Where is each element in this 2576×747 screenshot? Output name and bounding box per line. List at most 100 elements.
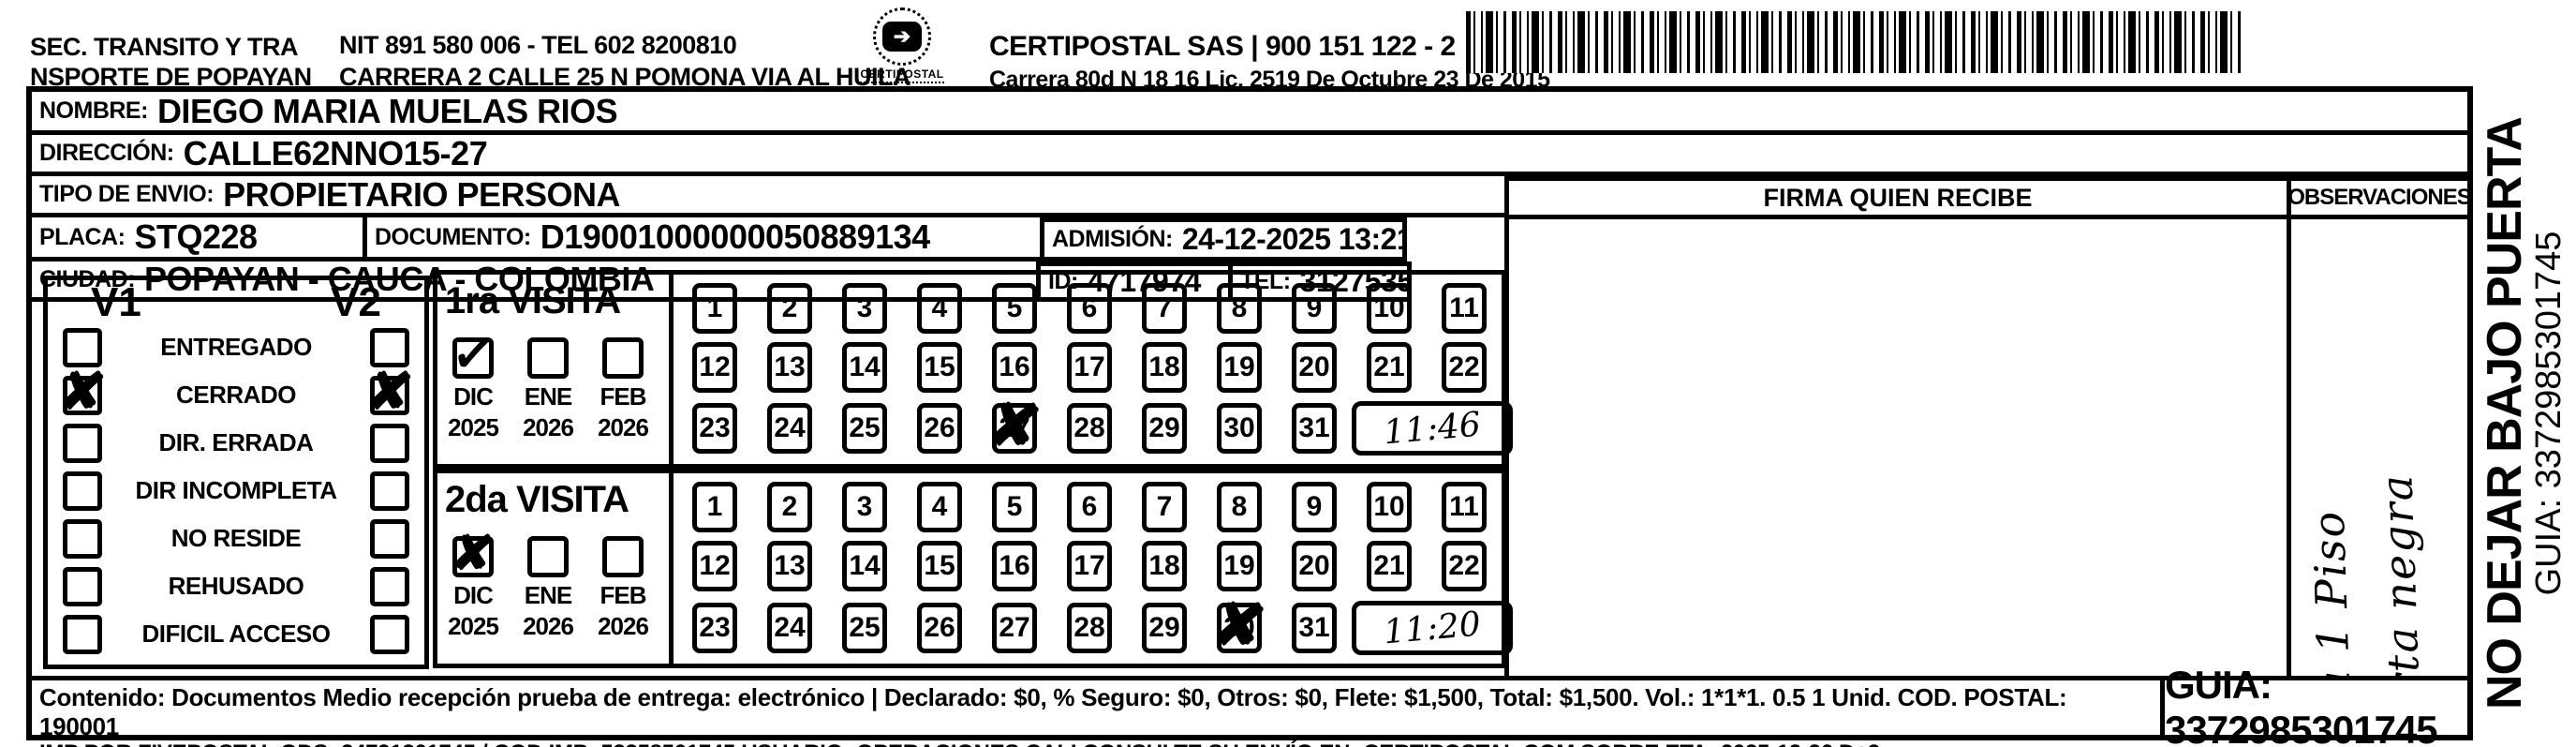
month-option: ENE 2026 bbox=[520, 337, 576, 441]
company-name: CERTIPOSTAL SAS | 900 151 122 - 2 bbox=[989, 31, 1456, 62]
day-slot: 27 bbox=[977, 603, 1052, 654]
v1-checkbox bbox=[63, 423, 102, 463]
day-slot: 1 bbox=[677, 481, 752, 532]
status-panel: V1 V2 ENTREGADO ✘ CERRADO ✘ DIR. ERRADA DIR I… bbox=[43, 276, 429, 669]
day-slot: 19 bbox=[1202, 341, 1277, 393]
day-18: 18 bbox=[1142, 541, 1187, 592]
month-option: ✘ DIC 2025 bbox=[445, 524, 501, 640]
day-28: 28 bbox=[1067, 403, 1112, 455]
day-slot: 19 bbox=[1202, 541, 1277, 592]
month-check-mark: ✘ bbox=[449, 523, 497, 584]
day-slot: 24 bbox=[752, 403, 827, 455]
day-5: 5 bbox=[992, 282, 1037, 334]
day-13: 13 bbox=[767, 341, 812, 393]
day-14: 14 bbox=[842, 341, 887, 393]
side-note: NO DEJAR BAJO PUERTA GUIA: 3372985301745 bbox=[2478, 86, 2576, 740]
footer-strip: Contenido: Documentos Medio recepción pr… bbox=[32, 663, 2467, 747]
v2-checkbox: ✘ bbox=[363, 359, 415, 425]
observaciones-line2: Puerta negra bbox=[2370, 471, 2433, 676]
day-3: 3 bbox=[842, 481, 887, 532]
day-10: 10 bbox=[1367, 282, 1412, 334]
day-26: 26 bbox=[917, 603, 962, 654]
month-year: 2026 bbox=[598, 413, 649, 442]
day-slot: 28 bbox=[1052, 403, 1127, 455]
day-slot: 5 bbox=[977, 282, 1052, 334]
day-17: 17 bbox=[1067, 541, 1112, 592]
day-3: 3 bbox=[842, 282, 887, 334]
form-table: NOMBRE: DIEGO MARIA MUELAS RIOS DIRECCIÓ… bbox=[26, 86, 2473, 747]
day-slot: 15 bbox=[902, 341, 977, 393]
day-slot: 28 bbox=[1052, 603, 1127, 654]
day-slot: 9 bbox=[1277, 282, 1352, 334]
v2-checkbox bbox=[370, 614, 409, 654]
admision-value: 24-12-2025 13:21:17 bbox=[1181, 222, 1402, 256]
month-year: 2025 bbox=[448, 413, 499, 442]
month-option: ENE 2026 bbox=[520, 536, 576, 639]
day-slot: 13 bbox=[752, 341, 827, 393]
visit-calendar: 1 2 3 4 5 6 7 8 9 10 11 12 13 14 15 16 17 18 19 20 21 22 23 24 2… bbox=[674, 275, 1524, 464]
day-15: 15 bbox=[917, 541, 962, 592]
day-slot: 18 bbox=[1127, 341, 1202, 393]
day-19: 19 bbox=[1217, 541, 1262, 592]
day-24: 24 bbox=[767, 603, 812, 654]
status-row: ENTREGADO bbox=[63, 323, 409, 371]
firma-signature-area bbox=[1504, 219, 2291, 676]
day-slot: 16 bbox=[977, 341, 1052, 393]
visit-title: 1ra VISITA bbox=[445, 280, 621, 321]
day-slot: 22 bbox=[1427, 341, 1502, 393]
day-slot: 16 bbox=[977, 541, 1052, 592]
status-option-label: DIR. ERRADA bbox=[158, 428, 314, 456]
v1-checkbox bbox=[63, 566, 102, 606]
day-12: 12 bbox=[692, 341, 737, 393]
month-option: ✓ DIC 2025 bbox=[445, 325, 501, 442]
day-5: 5 bbox=[992, 481, 1037, 532]
arrow-icon: ➔ bbox=[882, 22, 922, 52]
day-9: 9 bbox=[1292, 282, 1337, 334]
day-slot: 11 bbox=[1427, 481, 1502, 532]
v1-label: V1 bbox=[91, 279, 141, 325]
v2-checkbox bbox=[370, 566, 409, 606]
day-slot: 17 bbox=[1052, 541, 1127, 592]
day-slot: 25 bbox=[827, 603, 902, 654]
day-slot: 30 bbox=[1202, 403, 1277, 455]
month-checkbox: ✘ bbox=[449, 524, 496, 584]
day-7: 7 bbox=[1142, 481, 1187, 532]
day-slot: 3 bbox=[827, 282, 902, 334]
day-slot: 22 bbox=[1427, 541, 1502, 592]
month-checkbox: ✓ bbox=[449, 325, 496, 385]
day-2: 2 bbox=[767, 282, 812, 334]
status-option-label: NO RESIDE bbox=[170, 524, 302, 552]
guia-number-box: GUIA: 3372985301745 bbox=[2160, 663, 2467, 747]
visit-info: 2da VISITA ✘ DIC 2025 ENE 2026 FEB 2026 bbox=[437, 473, 674, 664]
nombre-value: DIEGO MARIA MUELAS RIOS bbox=[156, 92, 618, 130]
day-9: 9 bbox=[1292, 481, 1337, 532]
day-slot: 27 ✘ bbox=[977, 388, 1052, 464]
status-option-label: DIR INCOMPLETA bbox=[135, 476, 337, 504]
side-guia-number: GUIA: 3372985301745 bbox=[2529, 231, 2569, 596]
status-row: DIR INCOMPLETA bbox=[63, 467, 409, 515]
status-row: DIR. ERRADA bbox=[63, 419, 409, 467]
day-slot: 6 bbox=[1052, 481, 1127, 532]
calendar-row: 23 24 25 26 27 ✘ 28 29 30 31 11:46 bbox=[677, 388, 1520, 464]
day-20: 20 bbox=[1292, 341, 1337, 393]
row-placa-documento: PLACA: STQ228 DOCUMENTO: D19001000000050… bbox=[32, 217, 1040, 261]
documento-cell: DOCUMENTO: D19001000000050889134 bbox=[367, 217, 1040, 257]
day-slot: 21 bbox=[1352, 541, 1427, 592]
day-29: 29 bbox=[1142, 603, 1187, 654]
day-slot: 4 bbox=[902, 282, 977, 334]
day-slot: 30 ✘ bbox=[1202, 587, 1277, 663]
day-slot: 23 bbox=[677, 603, 752, 654]
month-label: FEB bbox=[600, 382, 647, 411]
day-20: 20 bbox=[1292, 541, 1337, 592]
day-21: 21 bbox=[1367, 541, 1412, 592]
placa-label: PLACA: bbox=[39, 223, 126, 250]
footer-lines: Contenido: Documentos Medio recepción pr… bbox=[39, 683, 2152, 747]
day-slot: 26 bbox=[902, 603, 977, 654]
month-label: ENE bbox=[524, 382, 572, 411]
row-direccion: DIRECCIÓN: CALLE62NNO15-27 bbox=[32, 135, 2467, 176]
tipo-envio-value: PROPIETARIO PERSONA bbox=[223, 176, 620, 214]
month-label: ENE bbox=[524, 581, 572, 609]
day-16: 16 bbox=[992, 541, 1037, 592]
day-19: 19 bbox=[1217, 341, 1262, 393]
calendar-row: 1 2 3 4 5 6 7 8 9 10 11 bbox=[677, 481, 1520, 532]
